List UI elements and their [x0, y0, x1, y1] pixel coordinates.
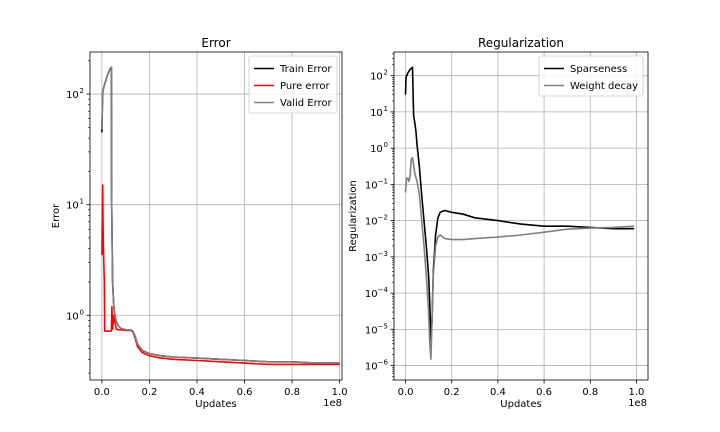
y-tick-exponent: 2	[384, 69, 388, 77]
y-tick-exponent: 1	[384, 105, 388, 113]
y-tick-label: 10	[370, 144, 383, 155]
axes-frame	[89, 51, 343, 381]
y-tick-exponent: 2	[80, 87, 84, 95]
y-tick-exponent: −6	[378, 359, 389, 367]
y-tick-exponent: −3	[378, 250, 388, 258]
x-tick-label: 0.8	[582, 387, 598, 398]
x-tick-label: 0.2	[444, 387, 460, 398]
legend-label: Weight decay	[570, 81, 638, 92]
legend-box	[248, 55, 338, 114]
y-tick-label: 10	[365, 289, 378, 300]
series-line	[404, 156, 635, 361]
x-offset-text: 1e8	[323, 398, 342, 409]
x-axis-label: Updates	[195, 399, 236, 410]
chart-title: Error	[201, 36, 230, 50]
y-axis-label: Regularization	[348, 180, 359, 252]
y-tick-exponent: 1	[80, 198, 84, 206]
x-tick-label: 1.0	[629, 387, 645, 398]
axis-ticks: 0.0 0.2 0.4 0.6 0.8 1.010−610−510−410−310−210…	[365, 53, 645, 398]
x-tick-label: 0.8	[284, 387, 300, 398]
legend: Train Error Pure error Valid Error	[248, 55, 338, 114]
y-tick-label: 10	[370, 72, 383, 83]
legend: Sparseness Weight decay	[538, 55, 644, 97]
legend-label: Sparseness	[570, 64, 627, 75]
y-tick-exponent: −2	[378, 214, 388, 222]
y-tick-label: 10	[365, 217, 378, 228]
y-tick-label: 10	[370, 108, 383, 119]
y-tick-label: 10	[66, 311, 79, 322]
y-tick-exponent: −5	[378, 322, 388, 330]
y-tick-label: 10	[66, 90, 79, 101]
x-tick-label: 0.4	[189, 387, 205, 398]
legend-label: Valid Error	[280, 98, 333, 109]
chart-regularization: Regularization 0.0 0.2 0.4 0.6 0.8 1.010 −610−…	[348, 36, 649, 410]
legend-box	[538, 55, 644, 97]
x-tick-label: 0.4	[490, 387, 506, 398]
y-axis-label: Error	[51, 203, 62, 228]
y-tick-label: 10	[365, 325, 378, 336]
x-tick-label: 0.0	[398, 387, 414, 398]
x-tick-label: 0.6	[237, 387, 253, 398]
x-tick-label: 0.6	[536, 387, 552, 398]
x-tick-label: 0.2	[141, 387, 157, 398]
y-tick-exponent: 0	[384, 141, 388, 149]
y-tick-exponent: −1	[378, 177, 388, 185]
x-offset-text: 1e8	[628, 398, 647, 409]
plot-area	[394, 52, 648, 380]
x-axis-label: Updates	[500, 399, 541, 410]
x-tick-label: 0.0	[94, 387, 110, 398]
legend-label: Train Error	[279, 64, 332, 75]
y-tick-exponent: −4	[378, 286, 389, 294]
chart-title: Regularization	[478, 36, 564, 50]
legend-label: Pure error	[280, 81, 331, 92]
y-tick-exponent: 0	[80, 308, 84, 316]
y-tick-label: 10	[365, 180, 378, 191]
y-tick-label: 10	[66, 201, 79, 212]
y-tick-label: 10	[365, 253, 378, 264]
y-tick-label: 10	[365, 362, 378, 373]
x-tick-label: 1.0	[332, 387, 348, 398]
series-line	[101, 66, 340, 364]
axes-frame	[393, 51, 649, 381]
